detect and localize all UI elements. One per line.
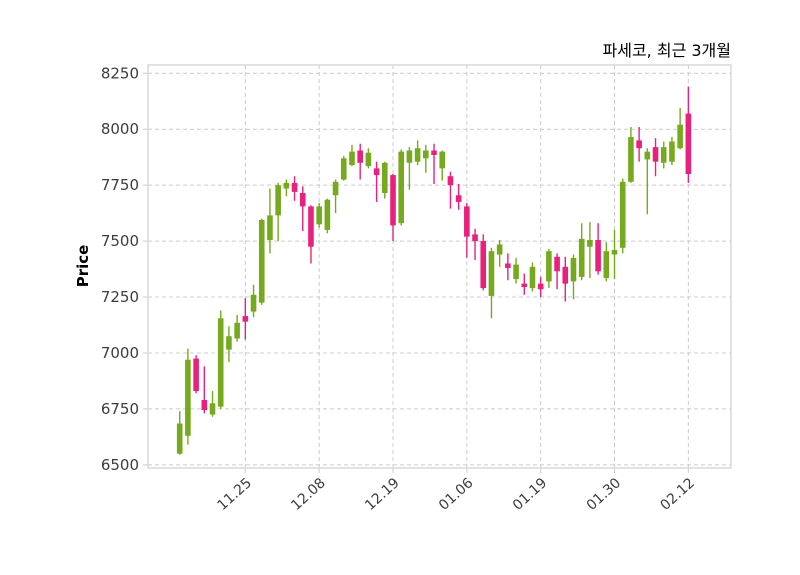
candle-body-down [472, 234, 478, 242]
candle-body-up [332, 181, 339, 196]
candle-body-down [595, 239, 601, 272]
y-tick-label: 6750 [101, 400, 139, 418]
candle-body-down [521, 283, 528, 287]
x-tick-label: 01.19 [510, 475, 551, 514]
candle-body-up [258, 219, 265, 303]
y-tick-label: 7500 [101, 232, 139, 250]
candle-body-up [587, 239, 593, 247]
y-tick-label: 7750 [101, 176, 139, 194]
candle-body-up [382, 162, 388, 193]
y-tick-label: 7000 [101, 344, 139, 362]
candle-body-down [652, 147, 659, 162]
candle-body-up [546, 251, 552, 282]
candle-body-down [431, 150, 437, 155]
candle-body-down [390, 175, 396, 226]
candle-body-down [464, 206, 470, 237]
candle-body-up [234, 322, 240, 339]
candle-body-up [677, 124, 683, 149]
candle-body-up [603, 251, 610, 279]
candle-body-up [439, 151, 446, 169]
candle-body-up [406, 150, 413, 163]
candle-body-down [505, 263, 511, 268]
candle-body-up [628, 137, 634, 182]
y-axis-label: Price [74, 245, 92, 288]
candle-body-up [669, 141, 675, 162]
y-tick-label: 8000 [101, 120, 139, 138]
candle-body-up [398, 151, 405, 224]
candle-body-down [636, 140, 642, 149]
candle-body-up [267, 215, 273, 240]
candle-body-up [644, 151, 651, 160]
candle-body-down [562, 266, 569, 284]
candle-body-up [209, 403, 216, 415]
candle-body-up [578, 238, 585, 277]
candle-body-up [275, 185, 281, 216]
y-tick-label: 7250 [101, 288, 139, 306]
x-tick-label: 11.25 [215, 475, 256, 514]
candle-body-up [414, 148, 421, 162]
candle-body-up [226, 336, 232, 350]
y-tick-label: 8250 [101, 64, 139, 82]
candle-body-up [513, 264, 519, 280]
candle-body-down [299, 192, 306, 207]
candle-body-up [488, 251, 495, 296]
x-tick-label: 01.30 [584, 475, 625, 514]
candle-body-down [455, 195, 462, 202]
candle-body-up [316, 206, 322, 225]
candle-body-down [537, 283, 544, 290]
candle-body-up [529, 266, 536, 289]
x-tick-label: 12.08 [288, 475, 329, 514]
candle-body-down [554, 256, 560, 272]
candle-body-up [611, 250, 618, 255]
candle-body-down [193, 358, 199, 392]
candle-body-down [242, 316, 249, 322]
candle-body-up [185, 359, 191, 436]
y-tick-label: 6500 [101, 456, 139, 474]
candle-body-up [496, 244, 503, 255]
candle-body-up [349, 151, 355, 166]
plot-frame [147, 64, 732, 469]
candle-body-up [217, 318, 224, 407]
candle-body-up [283, 182, 290, 189]
candle-body-down [201, 399, 208, 411]
candle-body-down [480, 241, 487, 289]
candle-body-up [340, 158, 347, 180]
candle-body-down [447, 176, 454, 186]
candle-body-down [373, 168, 380, 176]
candle-body-up [423, 150, 429, 159]
candle-body-up [365, 152, 372, 167]
candle-body-down [357, 150, 363, 163]
candle-body-up [324, 199, 331, 230]
candle-body-down [685, 113, 692, 174]
candle-body-up [250, 294, 257, 312]
candle-body-up [176, 423, 183, 454]
x-tick-label: 02.12 [658, 475, 699, 514]
candle-body-up [619, 181, 626, 248]
candle-body-up [570, 257, 577, 282]
candle-body-up [660, 147, 667, 163]
x-tick-label: 12.19 [362, 475, 403, 514]
candle-body-down [308, 206, 314, 247]
x-tick-label: 01.06 [436, 475, 477, 514]
chart-title: 파세코, 최근 3개월 [603, 41, 731, 60]
candle-body-down [291, 182, 298, 192]
